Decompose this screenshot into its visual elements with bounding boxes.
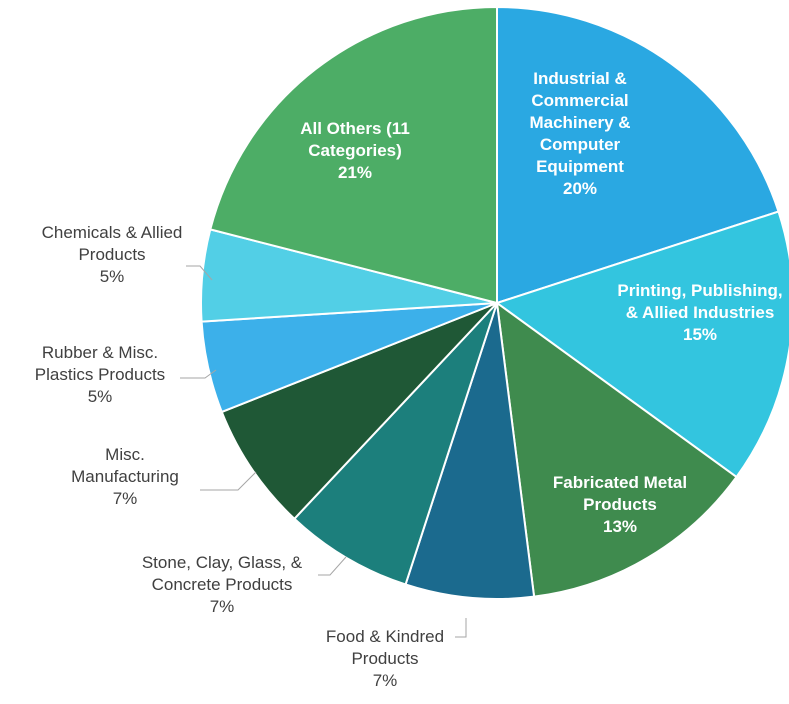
value-label: 15% <box>682 325 718 344</box>
slice-label: Stone, Clay, Glass, & Concrete Products 7… <box>132 552 312 618</box>
leader-line <box>180 369 217 379</box>
value-label: 5% <box>99 267 125 286</box>
slice-label: Industrial & Commercial Machinery & Comp… <box>515 68 645 200</box>
pie-slice <box>494 210 789 479</box>
pie-slice <box>292 302 498 586</box>
leader-line <box>455 618 467 638</box>
slice-label: Chemicals & Allied Products 5% <box>40 222 185 288</box>
category-name: Printing, Publishing, & Allied Industrie… <box>617 281 783 322</box>
category-name: Misc. Manufacturing <box>71 445 179 486</box>
value-label: 5% <box>87 387 113 406</box>
value-label: 7% <box>209 597 235 616</box>
category-name: Stone, Clay, Glass, & Concrete Products <box>141 553 303 594</box>
slice-label: Fabricated Metal Products 13% <box>535 472 705 538</box>
slice-label: Rubber & Misc. Plastics Products 5% <box>18 342 183 408</box>
value-label: 21% <box>337 163 373 182</box>
pie-slice <box>220 302 498 521</box>
pie-slice <box>404 302 536 600</box>
pie-slice <box>496 5 780 305</box>
slice-label: Printing, Publishing, & Allied Industrie… <box>615 280 785 346</box>
leader-line <box>186 265 213 281</box>
category-name: All Others (11 Categories) <box>300 119 410 160</box>
category-name: Fabricated Metal Products <box>552 473 688 514</box>
category-name: Food & Kindred Products <box>325 627 445 668</box>
value-label: 7% <box>112 489 138 508</box>
category-name: Rubber & Misc. Plastics Products <box>34 343 166 384</box>
slice-label: All Others (11 Categories) 21% <box>285 118 425 184</box>
pie-slice <box>495 300 738 598</box>
value-label: 20% <box>562 179 598 198</box>
category-name: Chemicals & Allied Products <box>41 223 183 264</box>
leader-line <box>318 556 347 576</box>
value-label: 13% <box>602 517 638 536</box>
slice-label: Food & Kindred Products 7% <box>310 626 460 692</box>
category-name: Industrial & Commercial Machinery & Comp… <box>529 69 631 176</box>
pie-slice <box>209 5 498 305</box>
slice-label: Misc. Manufacturing 7% <box>60 444 190 510</box>
value-label: 7% <box>372 671 398 690</box>
leader-line <box>200 471 257 491</box>
